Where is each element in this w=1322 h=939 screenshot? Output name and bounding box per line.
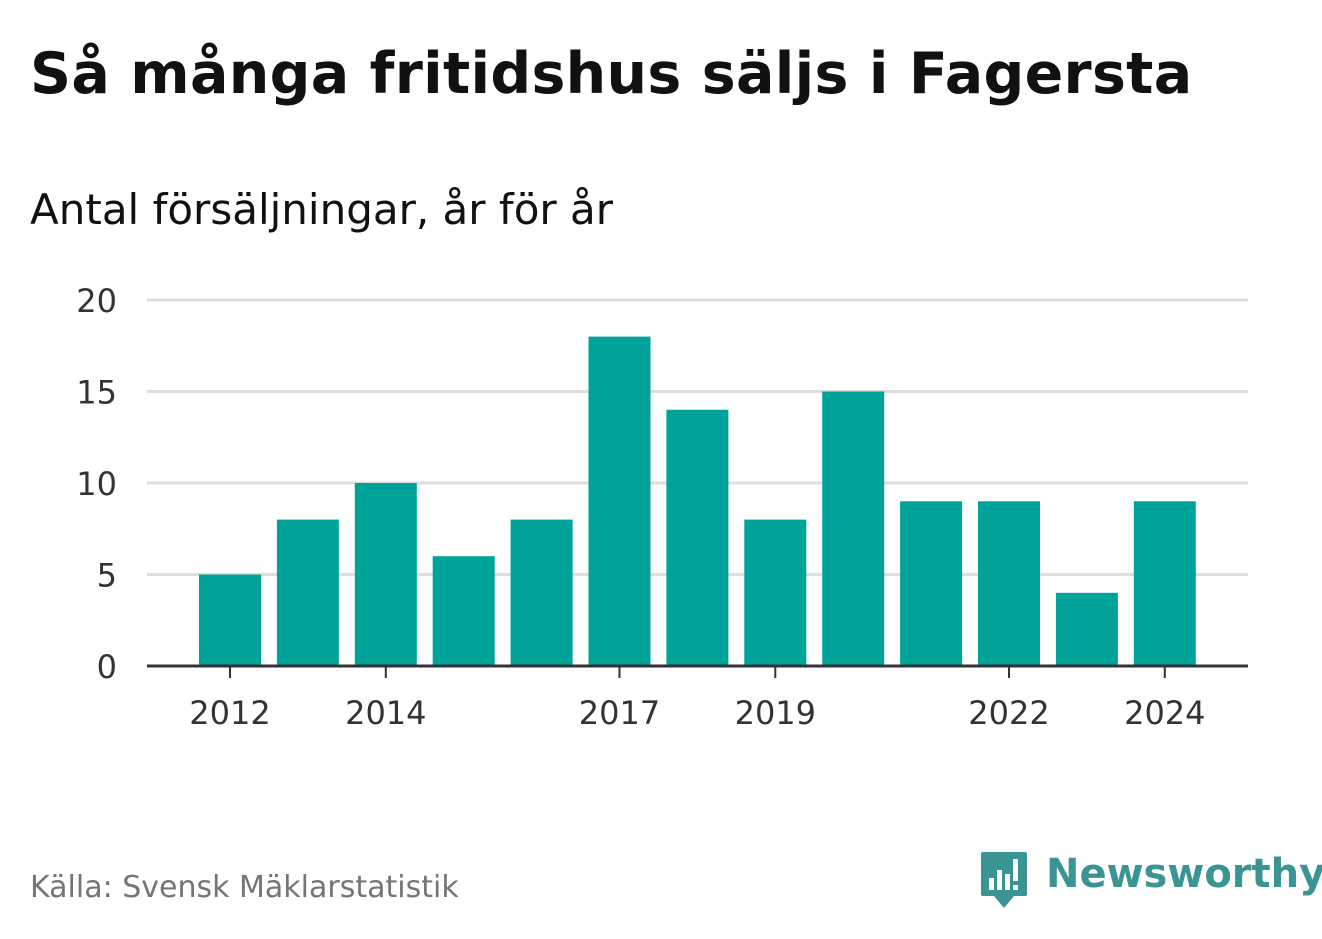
bars xyxy=(199,336,1196,666)
bar-2020 xyxy=(822,391,885,666)
y-axis-labels: 0 5 10 15 20 xyxy=(76,282,117,686)
y-tick-label: 0 xyxy=(97,648,117,686)
bar-chart-speech-bubble-icon xyxy=(981,852,1027,908)
bar-2015 xyxy=(432,556,495,666)
chart-subtitle: Antal försäljningar, år för år xyxy=(30,185,614,234)
x-axis-labels: 2012 2014 2017 2019 2022 2024 xyxy=(189,694,1205,732)
bar-2024 xyxy=(1133,501,1196,666)
x-tick-label: 2014 xyxy=(345,694,426,732)
y-tick-label: 10 xyxy=(76,465,117,503)
y-tick-label: 5 xyxy=(97,557,117,595)
bar-2022 xyxy=(978,501,1040,666)
x-tick-label: 2012 xyxy=(189,694,270,732)
bar-2017 xyxy=(588,336,651,666)
x-tick-label: 2022 xyxy=(968,694,1049,732)
bar-2012 xyxy=(199,574,261,666)
y-tick-label: 15 xyxy=(76,374,117,412)
newsworthy-logo: Newsworthy xyxy=(980,848,1322,912)
x-tick-label: 2024 xyxy=(1124,694,1205,732)
bar-2014 xyxy=(354,483,417,666)
source-note: Källa: Svensk Mäklarstatistik xyxy=(30,870,459,905)
brand-name: Newsworthy xyxy=(1046,851,1322,897)
bar-2013 xyxy=(276,519,339,666)
bar-2018 xyxy=(666,409,729,666)
bar-2016 xyxy=(510,519,573,666)
x-tick-label: 2019 xyxy=(735,694,816,732)
bar-2021 xyxy=(900,501,963,666)
x-tick-label: 2017 xyxy=(579,694,660,732)
bar-2019 xyxy=(744,519,807,666)
chart-title: Så många fritidshus säljs i Fagersta xyxy=(30,41,1193,107)
bar-2023 xyxy=(1055,592,1118,666)
x-axis xyxy=(147,664,1248,678)
y-tick-label: 20 xyxy=(76,282,117,320)
